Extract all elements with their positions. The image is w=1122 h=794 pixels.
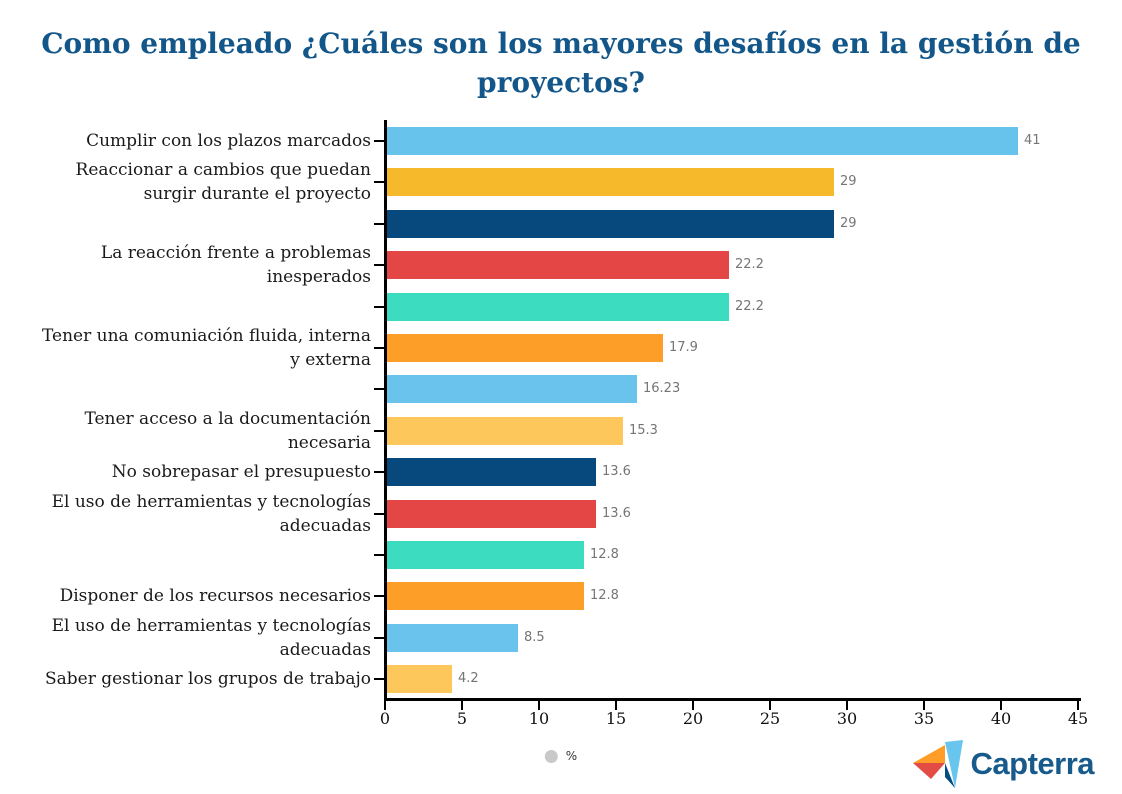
category-label: Saber gestionar los grupos de trabajo	[44, 669, 371, 689]
bar-value-label: 29	[840, 215, 857, 231]
bar-value-label: 8.5	[524, 629, 545, 645]
bar	[387, 127, 1018, 155]
bar	[387, 334, 663, 362]
y-tick	[374, 388, 385, 390]
capterra-logo-text: Capterra	[970, 746, 1095, 781]
legend-label: %	[565, 749, 578, 763]
x-tick	[769, 701, 771, 710]
bar	[387, 251, 729, 280]
page-title-text: Como empleado ¿Cuáles son los mayores de…	[41, 27, 1081, 99]
bar	[387, 292, 729, 321]
capterra-arrow-icon	[912, 740, 963, 788]
x-tick	[384, 701, 386, 710]
y-tick	[374, 264, 385, 266]
bar-value-label: 16.23	[643, 381, 681, 397]
y-tick	[374, 513, 385, 515]
y-tick	[374, 347, 385, 349]
category-label: El uso de herramientas y tecnologías ade…	[51, 616, 371, 660]
bar-value-label: 17.9	[669, 340, 698, 355]
x-tick	[923, 701, 925, 710]
x-tick-label: 5	[456, 709, 468, 728]
x-tick	[1000, 701, 1002, 710]
x-tick-label: 40	[990, 709, 1012, 728]
x-tick	[1077, 701, 1079, 710]
x-axis-line	[384, 698, 1081, 701]
bar	[387, 665, 452, 694]
bar	[387, 416, 623, 445]
category-label: Cumplir con los plazos marcados	[86, 131, 371, 151]
bar	[387, 209, 834, 238]
bar	[387, 499, 596, 528]
x-tick	[846, 701, 848, 710]
x-tick-label: 20	[682, 709, 704, 728]
y-tick	[374, 595, 385, 597]
bar	[387, 168, 834, 197]
y-tick	[374, 430, 385, 432]
x-tick-label: 25	[759, 709, 781, 728]
y-tick	[374, 637, 385, 639]
x-tick-label: 35	[913, 709, 935, 728]
x-tick-label: 45	[1067, 709, 1089, 728]
bar-value-label: 41	[1024, 133, 1041, 148]
bar-value-label: 4.2	[458, 671, 479, 687]
legend-dot-icon	[544, 749, 558, 763]
x-tick	[461, 701, 463, 710]
bar-value-label: 29	[840, 174, 857, 190]
bar-value-label: 22.2	[735, 298, 764, 314]
bar	[387, 458, 596, 487]
y-axis-line	[384, 120, 387, 701]
y-tick	[374, 554, 385, 556]
category-label: El uso de herramientas y tecnologías ade…	[51, 492, 371, 536]
y-tick	[374, 306, 385, 308]
category-label: Tener una comuniación fluida, interna y …	[42, 326, 371, 370]
bar	[387, 623, 518, 652]
category-label: Reaccionar a cambios que puedan surgir d…	[75, 160, 371, 204]
x-tick-label: 30	[836, 709, 858, 728]
bar-value-label: 12.8	[590, 588, 619, 604]
x-tick	[692, 701, 694, 710]
x-tick-label: 15	[605, 709, 627, 728]
category-label: Disponer de los recursos necesarios	[59, 586, 371, 606]
bar	[387, 375, 637, 404]
y-tick	[374, 181, 385, 183]
page-title: Como empleado ¿Cuáles son los mayores de…	[0, 24, 1122, 102]
x-tick-label: 10	[528, 709, 550, 728]
category-label: La reacción frente a problemas inesperad…	[100, 243, 371, 287]
capterra-logo: Capterra	[910, 738, 1095, 790]
bar-value-label: 12.8	[590, 547, 619, 562]
x-tick	[615, 701, 617, 710]
y-tick	[374, 471, 385, 473]
bar	[387, 541, 584, 569]
category-label: Tener acceso a la documentación necesari…	[84, 409, 371, 453]
y-tick	[374, 223, 385, 225]
bar-value-label: 13.6	[602, 464, 631, 480]
bar-value-label: 13.6	[602, 505, 631, 521]
y-tick	[374, 140, 385, 142]
bar-value-label: 22.2	[735, 257, 764, 273]
x-tick	[538, 701, 540, 710]
x-tick-label: 0	[379, 709, 391, 728]
chart-legend: %	[544, 749, 578, 763]
bar-value-label: 15.3	[629, 422, 658, 438]
category-label: No sobrepasar el presupuesto	[111, 462, 371, 482]
bar	[387, 582, 584, 611]
y-tick	[374, 678, 385, 680]
